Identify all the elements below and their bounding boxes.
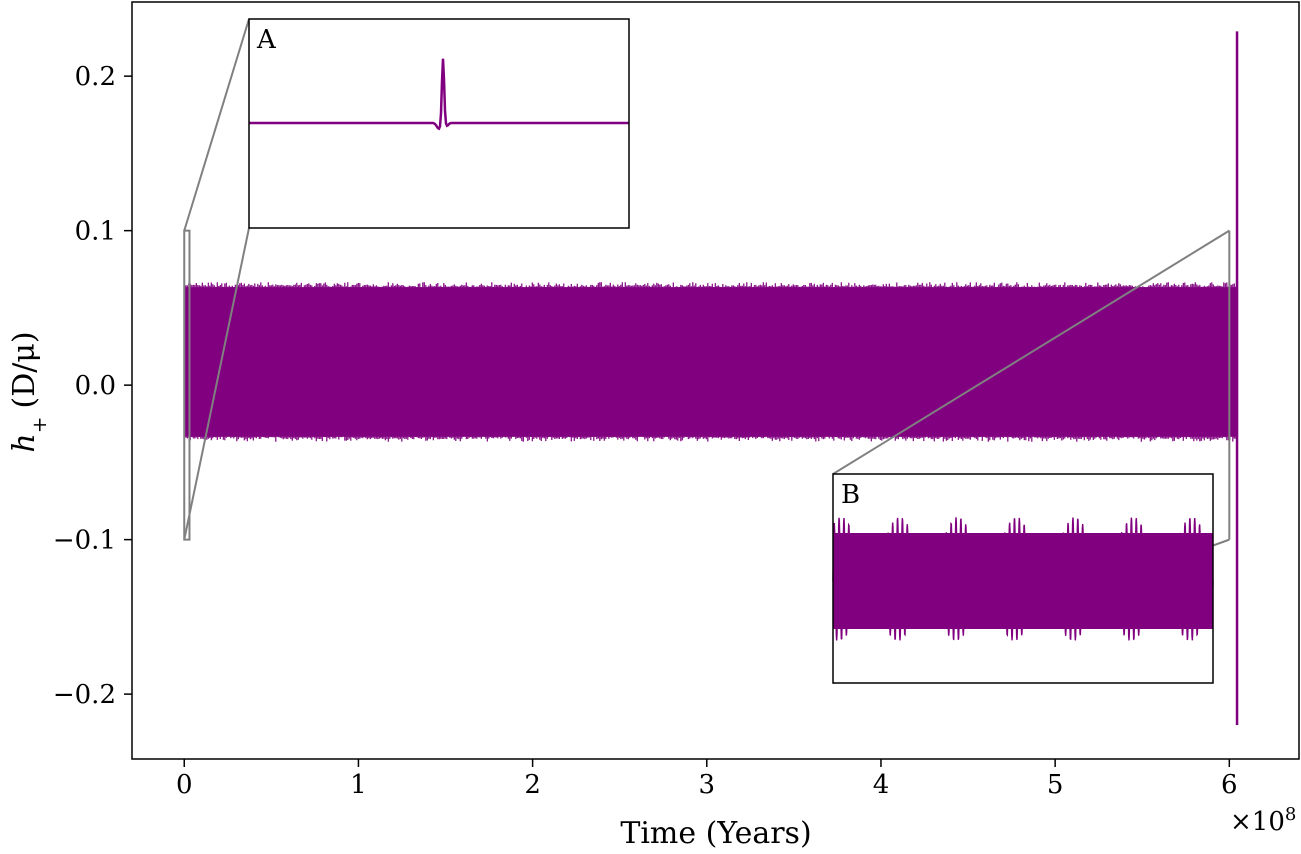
x-axis-ticks: 0 1 2 3 4 5 6 — [176, 759, 1238, 800]
inset-b-core — [833, 533, 1213, 629]
x-axis-label: Time (Years) — [620, 816, 811, 851]
x-tick-label: 5 — [1047, 770, 1064, 800]
inset-b-label: B — [841, 480, 860, 510]
y-axis-label: h+ (D/μ) — [7, 331, 51, 452]
inset-a-curve — [249, 58, 629, 131]
x-tick-label: 6 — [1221, 770, 1238, 800]
y-label-units: (D/μ) — [7, 331, 42, 408]
x-multiplier-exponent: 8 — [1285, 804, 1296, 825]
y-tick-label: 0.1 — [75, 217, 116, 247]
connector-b-top — [832, 229, 1230, 475]
inset-a-frame — [248, 18, 630, 229]
x-tick-label: 0 — [176, 770, 193, 800]
y-label-symbol: h — [7, 433, 42, 452]
y-label-subscript: + — [27, 416, 51, 433]
x-tick-label: 2 — [524, 770, 541, 800]
inset-a: A — [248, 18, 630, 229]
inset-b-frame — [832, 473, 1214, 684]
connector-a-bottom — [183, 227, 250, 540]
inset-b: B — [832, 473, 1214, 684]
main-band-edge — [183, 282, 1238, 442]
y-tick-label: 0.2 — [75, 62, 116, 92]
inset-a-label: A — [256, 25, 277, 55]
x-multiplier-base: ×10 — [1230, 807, 1285, 837]
main-series — [183, 31, 1239, 726]
x-tick-label: 1 — [350, 770, 367, 800]
y-tick-label: 0.0 — [75, 371, 116, 401]
connector-a-top — [183, 18, 250, 231]
y-axis-ticks: 0.2 0.1 0.0 −0.1 −0.2 — [53, 62, 132, 710]
x-tick-label: 3 — [699, 770, 716, 800]
zoom-region-a — [183, 229, 191, 541]
inset-b-series — [832, 517, 1214, 641]
y-tick-label: −0.2 — [53, 680, 116, 710]
y-tick-label: −0.1 — [53, 526, 116, 556]
plot-frame — [131, 1, 1300, 760]
inset-a-series — [249, 58, 629, 131]
x-tick-label: 4 — [873, 770, 890, 800]
x-axis-multiplier: ×108 — [1230, 804, 1296, 838]
